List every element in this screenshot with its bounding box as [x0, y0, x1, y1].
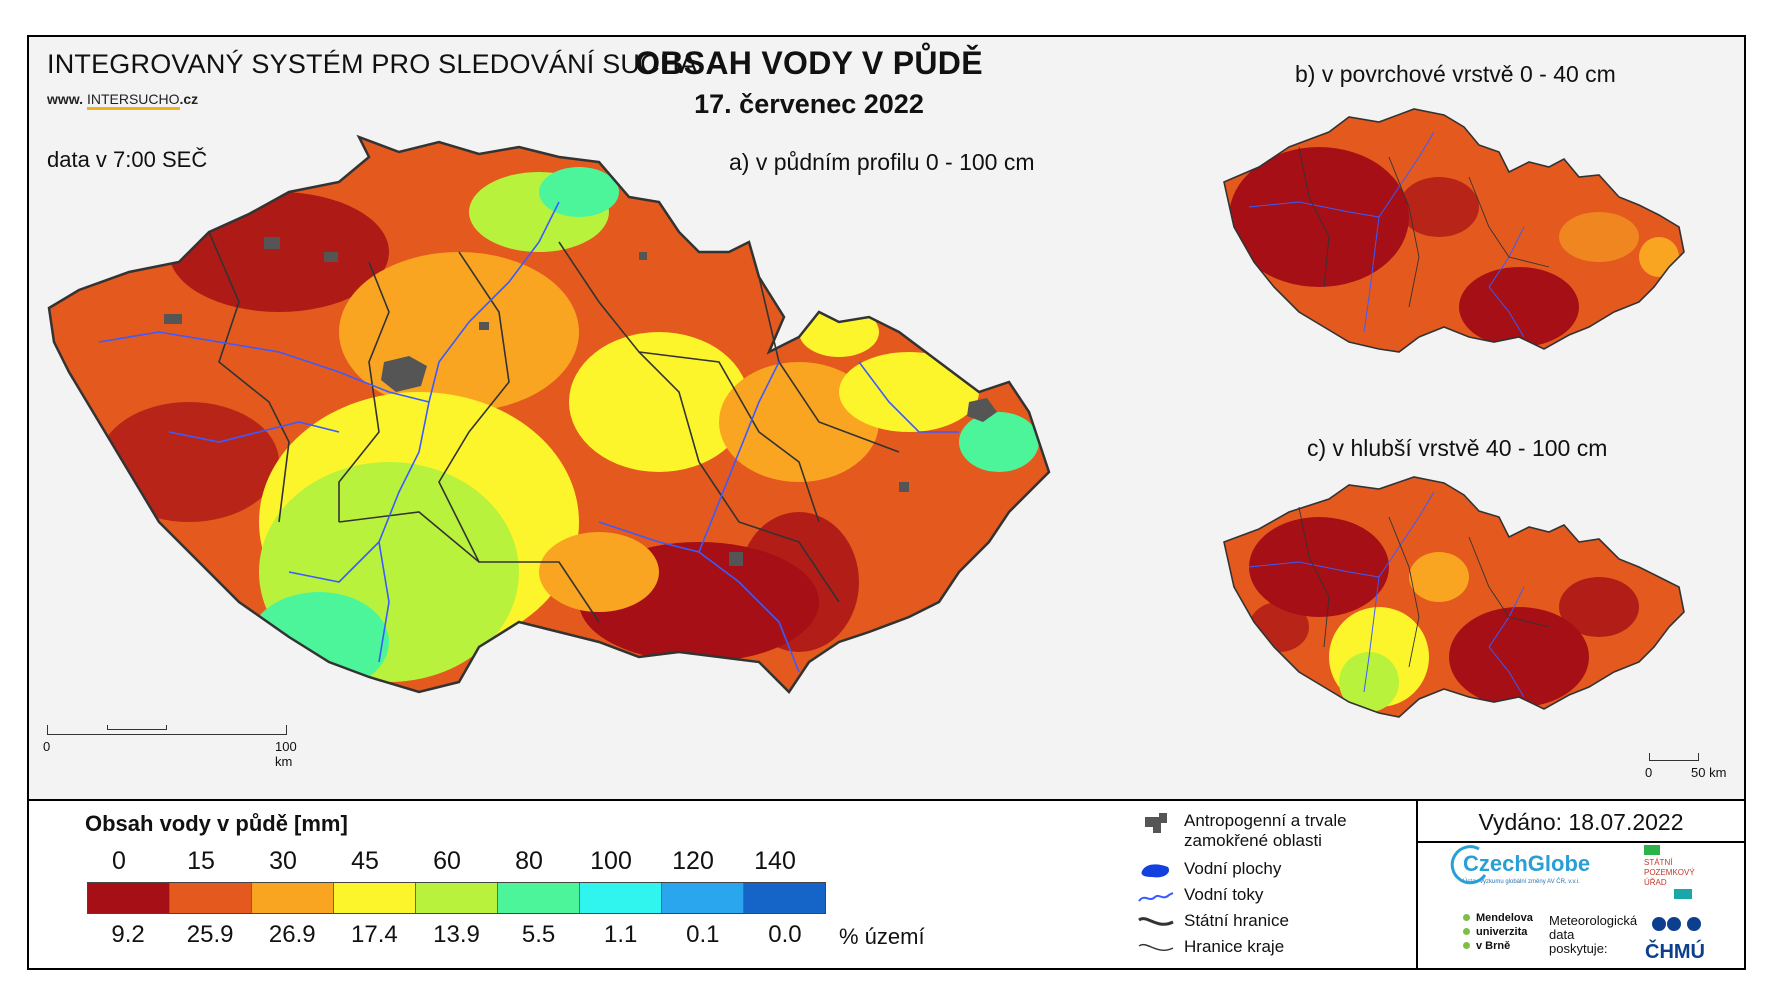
scale-bar-small: 0 50 km [1645, 753, 1726, 783]
anthropogenic-area-icon [1134, 811, 1178, 835]
legend-swatch [334, 883, 416, 913]
legend-tick: 30 [269, 847, 297, 875]
legend-swatch [662, 883, 744, 913]
legend-swatch [744, 883, 825, 913]
map-c-deeper-layer [1223, 476, 1685, 718]
legend-percent: 5.5 [521, 921, 556, 948]
legend-percent: 17.4 [351, 921, 398, 948]
main-date: 17. červenec 2022 [694, 89, 924, 119]
legend-percent: 0.1 [686, 921, 720, 948]
czechglobe-logo[interactable]: CzechGlobe Ústav výzkumu globální změny … [1450, 845, 1590, 885]
map-b-surface-layer [1223, 108, 1685, 353]
map-a-soil-profile [47, 134, 1051, 694]
issued-date: Vydáno: 18.07.2022 [1418, 801, 1744, 843]
legend-ticks: 0 15 30 45 60 80 100 120 140 [85, 847, 796, 877]
legend-tick: 80 [515, 847, 543, 875]
legend-tick: 140 [754, 847, 796, 875]
map-a-label: a) v půdním profilu 0 - 100 cm [729, 149, 1035, 175]
legend-swatch [170, 883, 252, 913]
water-body-icon [1134, 859, 1178, 883]
legend-percentages: 9.2 25.9 26.9 17.4 13.9 5.5 1.1 0.1 0.0 [87, 921, 826, 951]
legend-tick: 15 [187, 847, 215, 875]
river-icon [1134, 885, 1178, 909]
legend-tick: 120 [672, 847, 714, 875]
legend-swatch [580, 883, 662, 913]
legend-swatch [498, 883, 580, 913]
legend-title: Obsah vody v půdě [mm] [85, 811, 348, 836]
spu-mark-icon [1644, 845, 1660, 855]
legend-color-bar [87, 882, 826, 914]
data-time: data v 7:00 SEČ [47, 147, 208, 172]
dot-icon [1463, 928, 1470, 935]
legend-percent: 1.1 [604, 921, 638, 948]
symbol-row: Hranice kraje [1134, 937, 1394, 961]
spu-mark-icon [1674, 889, 1692, 899]
legend-percent: 0.0 [768, 921, 802, 948]
scale-bar-main: 0 100 km [43, 725, 297, 769]
chmu-mark-icon [1652, 917, 1701, 931]
state-border-icon [1134, 911, 1178, 935]
symbol-row: Státní hranice [1134, 911, 1394, 935]
legend-percent: 25.9 [186, 921, 234, 948]
website-link[interactable]: www. INTERSUCHO.cz [47, 91, 198, 110]
legend-percent: 26.9 [268, 921, 316, 948]
legend-unit: % území [839, 924, 925, 949]
legend-tick: 100 [590, 847, 632, 875]
legend-divider [1416, 801, 1418, 968]
region-border-icon [1134, 937, 1178, 961]
map-c-label: c) v hlubší vrstvě 40 - 100 cm [1307, 435, 1608, 461]
map-area: INTEGROVANÝ SYSTÉM PRO SLEDOVÁNÍ SUCHA w… [29, 37, 1744, 799]
chmu-logo[interactable]: ČHMÚ [1645, 941, 1705, 963]
legend-percent: 9.2 [111, 921, 145, 948]
globe-arc-icon [1450, 845, 1487, 885]
symbol-row: Vodní plochy [1134, 859, 1394, 883]
symbol-row: Vodní toky [1134, 885, 1394, 909]
map-frame: INTEGROVANÝ SYSTÉM PRO SLEDOVÁNÍ SUCHA w… [27, 35, 1746, 970]
legend-swatch [252, 883, 334, 913]
main-title: OBSAH VODY V PŮDĚ [635, 45, 983, 81]
legend-tick: 60 [433, 847, 461, 875]
dot-icon [1463, 942, 1470, 949]
symbol-row: Antropogenní a trvale zamokřené oblasti [1134, 811, 1394, 850]
legend-swatch [416, 883, 498, 913]
legend-panel: Obsah vody v půdě [mm] 0 15 30 45 60 80 … [29, 799, 1744, 968]
legend-tick: 45 [351, 847, 379, 875]
spu-logo[interactable]: STÁTNÍ POZEMKOVÝ ÚŘAD [1644, 845, 1695, 899]
legend-swatch [88, 883, 170, 913]
map-b-label: b) v povrchové vrstvě 0 - 40 cm [1295, 61, 1616, 87]
system-title: INTEGROVANÝ SYSTÉM PRO SLEDOVÁNÍ SUCHA [47, 49, 698, 79]
legend-percent: 13.9 [433, 921, 480, 948]
legend-tick: 0 [112, 847, 126, 875]
mendel-logo[interactable]: Mendelova univerzita v Brně [1463, 911, 1533, 953]
meteo-credit: Meteorologická data poskytuje: [1549, 913, 1638, 956]
dot-icon [1463, 914, 1470, 921]
